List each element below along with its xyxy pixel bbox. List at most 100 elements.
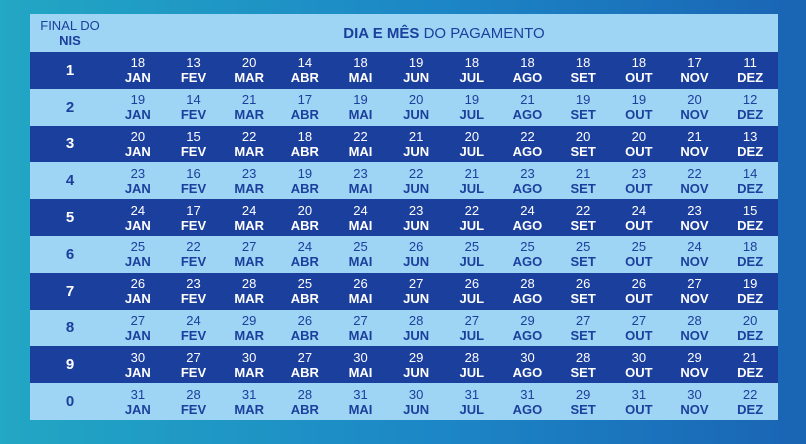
- payment-date-cell: 28 NOV: [667, 313, 723, 343]
- payment-month: MAR: [234, 70, 264, 86]
- payment-month: FEV: [180, 217, 207, 233]
- payment-day: 29: [575, 386, 591, 402]
- payment-date-cell: 29 JUN: [388, 350, 444, 380]
- payment-date-cell: 19 JAN: [110, 92, 166, 122]
- payment-date-cell: 24 ABR: [277, 239, 333, 269]
- payment-day: 13: [742, 128, 758, 144]
- final-nis-header: FINAL DO NIS: [30, 18, 110, 48]
- payment-date-cell: 19 MAI: [333, 92, 389, 122]
- payment-month: JAN: [124, 291, 151, 307]
- payment-month: FEV: [180, 291, 207, 307]
- payment-day: 30: [631, 349, 647, 365]
- payment-date-cell: 19 JUL: [444, 92, 500, 122]
- payment-calendar-table: FINAL DO NIS DIA E MÊS DO PAGAMENTO 1 18 J…: [30, 14, 778, 440]
- payment-date-header-bold: DIA E MÊS: [343, 24, 420, 42]
- payment-month: MAR: [234, 291, 264, 307]
- payment-month: DEZ: [737, 217, 764, 233]
- payment-day: 25: [353, 239, 368, 255]
- table-row: 1 18 JAN 13 FEV 20 MAR 14 ABR 18 MAI 19 JUN 18 JUL 18 AG…: [30, 52, 778, 89]
- payment-date-cell: 17 ABR: [277, 92, 333, 122]
- payment-month: SET: [570, 401, 596, 417]
- payment-day: 14: [186, 92, 201, 108]
- payment-day: 19: [297, 165, 313, 181]
- payment-date-cell: 14 DEZ: [722, 166, 778, 196]
- payment-month: JUL: [459, 70, 485, 86]
- table-row: 3 20 JAN 15 FEV 22 MAR 18 ABR 22 MAI 21 JUN 20 JUL 22 AG…: [30, 125, 778, 163]
- payment-date-cell: 30 JAN: [110, 350, 166, 380]
- payment-date-cell: 26 OUT: [611, 276, 667, 306]
- payment-day: 20: [297, 202, 313, 218]
- payment-day: 24: [186, 312, 201, 328]
- payment-date-cell: 29 NOV: [667, 350, 723, 380]
- payment-day: 21: [520, 92, 535, 108]
- payment-day: 22: [742, 386, 758, 402]
- payment-day: 17: [687, 55, 702, 71]
- payment-day: 17: [297, 92, 313, 108]
- payment-day: 23: [353, 165, 368, 181]
- final-nis-header-line1: FINAL DO: [40, 18, 100, 33]
- payment-month: JUN: [403, 291, 430, 307]
- payment-date-cell: 30 AGO: [500, 350, 556, 380]
- payment-month: NOV: [680, 143, 709, 159]
- payment-date-cell: 21 DEZ: [722, 350, 778, 380]
- payment-day: 22: [241, 128, 257, 144]
- payment-month: JAN: [124, 254, 151, 270]
- payment-day: 22: [687, 165, 702, 181]
- payment-month: ABR: [290, 291, 319, 307]
- payment-month: JAN: [124, 180, 151, 196]
- payment-month: MAR: [234, 401, 264, 417]
- payment-month: NOV: [680, 254, 709, 270]
- payment-day: 24: [631, 202, 647, 218]
- nis-digit: 4: [65, 172, 75, 190]
- payment-day: 30: [687, 386, 702, 402]
- payment-day: 30: [241, 349, 257, 365]
- payment-date-cell: 27 FEV: [166, 350, 222, 380]
- payment-date-cell: 16 FEV: [166, 166, 222, 196]
- payment-date-cell: 31 MAI: [333, 387, 389, 417]
- final-nis-header-line2: NIS: [59, 33, 81, 48]
- payment-month: AGO: [512, 217, 543, 233]
- payment-date-cell: 21 AGO: [500, 92, 556, 122]
- payment-day: 18: [520, 55, 535, 71]
- payment-month: OUT: [625, 107, 653, 123]
- payment-date-cell: 19 SET: [555, 92, 611, 122]
- payment-day: 31: [631, 386, 647, 402]
- payment-date-cell: 14 FEV: [166, 92, 222, 122]
- payment-date-cell: 18 OUT: [611, 55, 667, 85]
- payment-day: 25: [297, 276, 313, 292]
- payment-date-cell: 25 JAN: [110, 239, 166, 269]
- payment-date-cell: 23 JUN: [388, 203, 444, 233]
- payment-date-cell: 12 DEZ: [722, 92, 778, 122]
- payment-day: 26: [575, 276, 591, 292]
- nis-digit: 5: [65, 209, 75, 227]
- payment-day: 12: [742, 92, 758, 108]
- payment-date-cell: 18 JUL: [444, 55, 500, 85]
- payment-day: 15: [186, 128, 201, 144]
- payment-date-cell: 31 AGO: [500, 387, 556, 417]
- payment-day: 28: [687, 312, 702, 328]
- nis-digit: 8: [65, 319, 75, 337]
- payment-month: FEV: [180, 143, 207, 159]
- payment-date-cell: 31 JUL: [444, 387, 500, 417]
- payment-date-cell: 30 NOV: [667, 387, 723, 417]
- payment-month: FEV: [180, 401, 207, 417]
- payment-date-cell: 21 JUL: [444, 166, 500, 196]
- payment-date-cell: 29 SET: [555, 387, 611, 417]
- payment-day: 24: [297, 239, 313, 255]
- payment-month: AGO: [512, 364, 543, 380]
- payment-date-cell: 30 JUN: [388, 387, 444, 417]
- payment-month: NOV: [680, 70, 709, 86]
- payment-day: 31: [520, 386, 535, 402]
- payment-month: MAI: [348, 364, 373, 380]
- table-row: 9 30 JAN 27 FEV 30 MAR 27 ABR 30 MAI 29 JUN 28 JUL 30 AG…: [30, 346, 778, 384]
- payment-day: 24: [520, 202, 535, 218]
- payment-day: 21: [687, 128, 702, 144]
- payment-date-cell: 23 AGO: [500, 166, 556, 196]
- payment-date-cell: 27 JUN: [388, 276, 444, 306]
- payment-date-cell: 20 MAR: [221, 55, 277, 85]
- payment-month: FEV: [180, 180, 207, 196]
- payment-month: SET: [570, 291, 596, 307]
- payment-month: MAI: [348, 327, 373, 343]
- payment-month: SET: [570, 180, 596, 196]
- payment-date-cell: 21 MAR: [221, 92, 277, 122]
